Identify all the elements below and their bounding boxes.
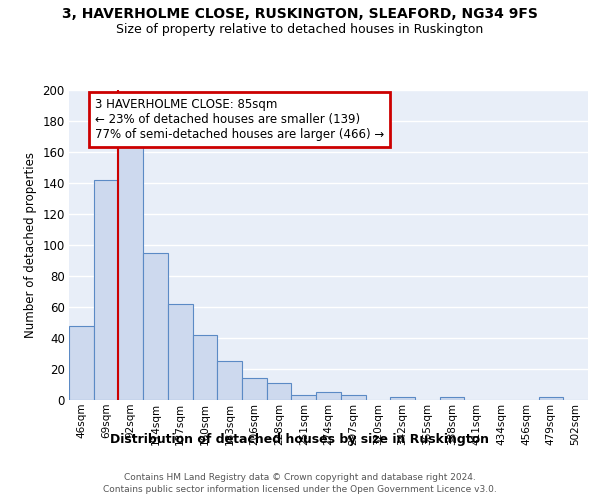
Bar <box>390 397 415 400</box>
Text: Contains public sector information licensed under the Open Government Licence v3: Contains public sector information licen… <box>103 485 497 494</box>
Bar <box>94 180 118 400</box>
Text: 3 HAVERHOLME CLOSE: 85sqm
← 23% of detached houses are smaller (139)
77% of semi: 3 HAVERHOLME CLOSE: 85sqm ← 23% of detac… <box>95 98 384 140</box>
Bar <box>118 148 143 400</box>
Bar <box>341 396 365 400</box>
Text: Size of property relative to detached houses in Ruskington: Size of property relative to detached ho… <box>116 22 484 36</box>
Bar <box>539 397 563 400</box>
Bar <box>292 396 316 400</box>
Bar <box>242 378 267 400</box>
Bar <box>316 392 341 400</box>
Bar <box>193 335 217 400</box>
Bar <box>267 383 292 400</box>
Text: Contains HM Land Registry data © Crown copyright and database right 2024.: Contains HM Land Registry data © Crown c… <box>124 472 476 482</box>
Bar <box>143 252 168 400</box>
Text: Distribution of detached houses by size in Ruskington: Distribution of detached houses by size … <box>110 432 490 446</box>
Bar <box>440 397 464 400</box>
Y-axis label: Number of detached properties: Number of detached properties <box>24 152 37 338</box>
Text: 3, HAVERHOLME CLOSE, RUSKINGTON, SLEAFORD, NG34 9FS: 3, HAVERHOLME CLOSE, RUSKINGTON, SLEAFOR… <box>62 8 538 22</box>
Bar <box>69 326 94 400</box>
Bar <box>168 304 193 400</box>
Bar <box>217 361 242 400</box>
